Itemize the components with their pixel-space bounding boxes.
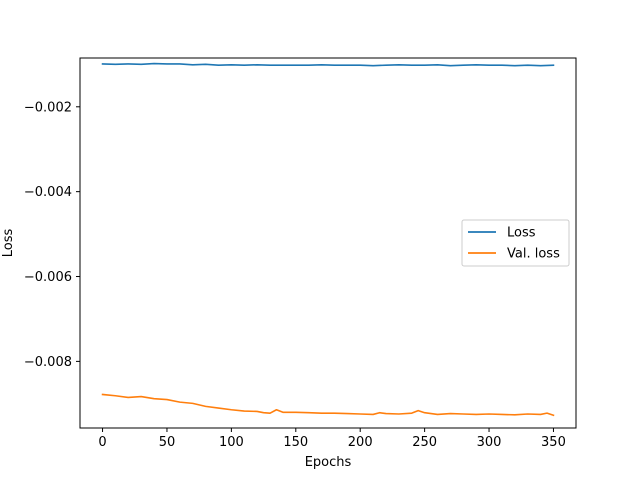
x-axis-label: Epochs: [305, 455, 352, 470]
x-tick-label: 200: [348, 435, 373, 450]
x-tick-label: 350: [541, 435, 566, 450]
x-tick-label: 50: [159, 435, 176, 450]
y-tick-label: −0.006: [24, 270, 72, 285]
axes-frame: [79, 57, 577, 429]
y-tick-label: −0.008: [24, 355, 72, 370]
y-axis: −0.008 −0.006 −0.004 −0.002: [24, 100, 80, 370]
legend: Loss Val. loss: [461, 219, 570, 267]
series-layer: [101, 62, 555, 417]
x-tick-label: 150: [283, 435, 308, 450]
series-line-loss: [101, 62, 555, 67]
x-axis: 0 50 100 150 200 250 300 350: [98, 428, 566, 450]
legend-label-loss: Loss: [507, 226, 536, 241]
y-axis-label: Loss: [1, 229, 16, 258]
x-tick-label: 250: [412, 435, 437, 450]
x-tick-label: 100: [219, 435, 244, 450]
series-line-val-loss: [101, 393, 555, 417]
legend-label-val-loss: Val. loss: [507, 247, 560, 262]
x-tick-label: 0: [98, 435, 106, 450]
y-tick-label: −0.004: [24, 185, 72, 200]
y-tick-label: −0.002: [24, 100, 72, 115]
x-tick-label: 300: [477, 435, 502, 450]
